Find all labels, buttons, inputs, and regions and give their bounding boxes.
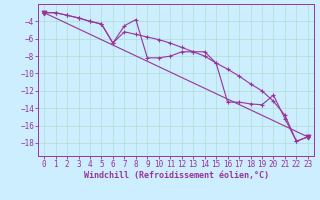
X-axis label: Windchill (Refroidissement éolien,°C): Windchill (Refroidissement éolien,°C): [84, 171, 268, 180]
